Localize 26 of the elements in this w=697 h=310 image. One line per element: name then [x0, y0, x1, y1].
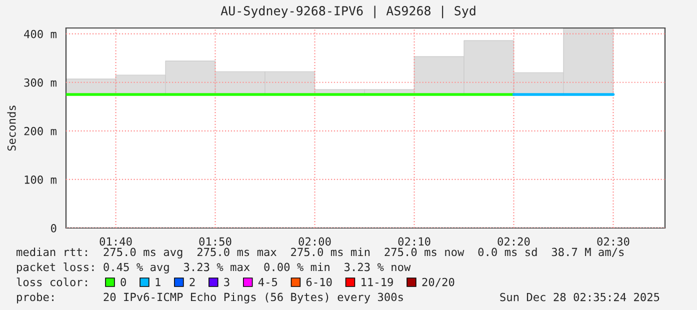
- text: packet loss: 0.45 % avg 3.23 % max 0.00 % min 3.23 % now: [17, 262, 411, 274]
- legend-label: 20/20: [422, 278, 454, 288]
- y-tick-label: 0: [51, 224, 56, 232]
- y-tick-label: 200 m: [24, 126, 56, 136]
- x-tick-label: 02:20: [498, 237, 530, 246]
- x-tick-label: 02:10: [398, 237, 430, 246]
- y-tick-label: 100 m: [24, 175, 56, 184]
- legend-label: 3: [224, 278, 230, 286]
- legend-title: loss color:: [16, 278, 87, 286]
- legend-label: 2: [190, 278, 195, 286]
- y-axis-title: Seconds: [7, 106, 16, 151]
- legend-label: 11-19: [362, 278, 393, 286]
- legend-label: 0: [120, 278, 126, 286]
- x-tick-label: 02:30: [597, 237, 630, 246]
- legend-label: 4-5: [258, 278, 278, 286]
- x-tick-label: 01:40: [100, 237, 132, 246]
- x-tick-label: 01:50: [199, 237, 232, 246]
- text: median rtt: 275.0 ms avg 275.0 ms max 275.0 ms min 275.0 ms now 0.0 ms sd 38.7 M am/s: [16, 248, 624, 258]
- text: Sun Dec 28 02:35:24 2025: [500, 292, 660, 302]
- legend-label: 6-10: [306, 278, 332, 286]
- y-tick-label: 300 m: [24, 78, 56, 87]
- x-tick-label: 02:00: [298, 237, 331, 246]
- y-tick-label: 400 m: [24, 30, 56, 38]
- chart-title: AU-Sydney-9268-IPV6 | AS9268 | Syd: [220, 6, 476, 18]
- text: probe: 20 IPv6-ICMP Echo Pings (56 Bytes) every 300s: [17, 292, 403, 304]
- legend-label: 1: [156, 278, 160, 286]
